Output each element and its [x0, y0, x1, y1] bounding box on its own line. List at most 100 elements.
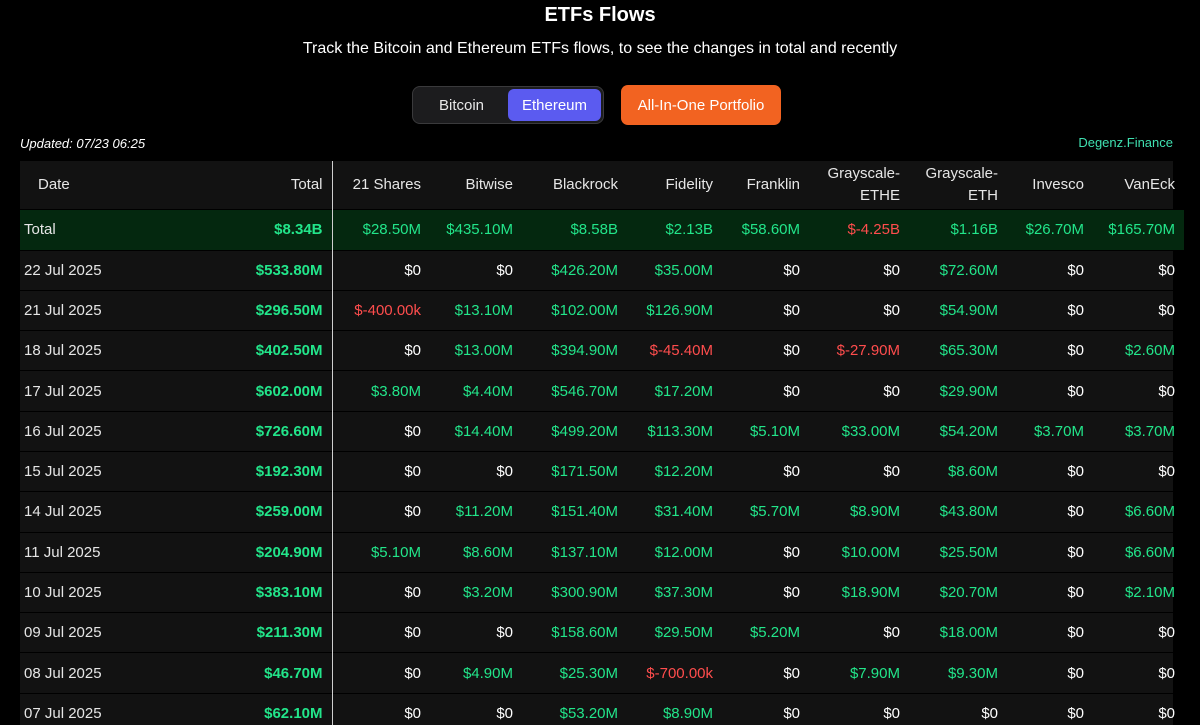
flow-cell: $8.60M: [430, 531, 522, 573]
column-header: Grayscale-ETH: [925, 164, 998, 204]
flow-cell: $0: [722, 249, 809, 291]
asset-toggle: Bitcoin Ethereum: [412, 86, 604, 124]
flow-cell: $151.40M: [522, 491, 627, 533]
flow-cell: $113.30M: [627, 410, 722, 452]
flow-cell: $0: [722, 370, 809, 412]
flow-cell: $102.00M: [522, 289, 627, 331]
flow-cell: $126.90M: [627, 289, 722, 331]
column-header: Invesco: [1032, 175, 1084, 193]
flow-cell: $4.90M: [430, 652, 522, 694]
flow-cell: $0: [1007, 450, 1093, 492]
table-row: 16 Jul 2025 $726.60M $0 $14.40M $499.20M $113…: [20, 410, 1184, 452]
column-header: 21 Shares: [352, 175, 421, 193]
row-total-cell: $46.70M: [115, 652, 333, 694]
flow-cell: $5.20M: [722, 612, 809, 653]
flow-cell: $29.90M: [909, 370, 1007, 412]
flow-cell: $28.50M: [332, 208, 430, 250]
flow-cell: $0: [1093, 289, 1184, 331]
flow-cell: $0: [722, 652, 809, 694]
row-total-cell: $533.80M: [115, 249, 333, 291]
tab-bitcoin[interactable]: Bitcoin: [438, 96, 485, 114]
table-body: Total $8.34B $28.50M $435.10M $8.58B $2.13B $5…: [20, 208, 1184, 725]
flow-cell: $0: [1007, 491, 1093, 533]
flow-cell: $0: [1007, 531, 1093, 573]
flow-cell: $5.10M: [332, 531, 430, 573]
flow-cell: $435.10M: [430, 208, 522, 250]
flow-cell: $0: [809, 612, 909, 653]
flow-cell: $8.90M: [627, 692, 722, 725]
flow-cell: $-27.90M: [809, 330, 909, 371]
flow-cell: $0: [722, 692, 809, 725]
flow-cell: $0: [809, 450, 909, 492]
flow-cell: $158.60M: [522, 612, 627, 653]
row-date-cell: 10 Jul 2025: [20, 571, 115, 613]
flow-cell: $0: [809, 370, 909, 412]
flow-cell: $0: [430, 249, 522, 291]
row-total-cell: $204.90M: [115, 531, 333, 573]
flow-cell: $6.60M: [1093, 531, 1184, 573]
flow-cell: $3.20M: [430, 571, 522, 613]
flow-cell: $31.40M: [627, 491, 722, 533]
flow-cell: $0: [1093, 450, 1184, 492]
flow-cell: $54.90M: [909, 289, 1007, 331]
column-header: Grayscale-ETHE: [827, 164, 900, 204]
row-date-cell: 16 Jul 2025: [20, 410, 115, 452]
flow-cell: $0: [1007, 249, 1093, 291]
updated-timestamp: Updated: 07/23 06:25: [20, 136, 146, 151]
flow-cell: $8.60M: [909, 450, 1007, 492]
flow-cell: $0: [722, 289, 809, 331]
flow-cell: $65.30M: [909, 330, 1007, 371]
row-total-cell: $192.30M: [115, 450, 333, 492]
total-row: Total $8.34B $28.50M $435.10M $8.58B $2.13B $5…: [20, 208, 1184, 250]
row-date-cell: Total: [20, 208, 115, 250]
flow-cell: $0: [722, 450, 809, 492]
flow-cell: $0: [332, 571, 430, 613]
row-total-cell: $602.00M: [115, 370, 333, 412]
flow-cell: $26.70M: [1007, 208, 1093, 250]
column-header: Fidelity: [665, 175, 713, 193]
brand-link[interactable]: Degenz.Finance: [1078, 135, 1173, 150]
flow-cell: $3.80M: [332, 370, 430, 412]
table-header: Date Total 21 Shares Bitwise Blackrock Fideli…: [20, 161, 1184, 209]
column-header: VanEck: [1124, 175, 1175, 193]
flow-cell: $2.13B: [627, 208, 722, 250]
flow-cell: $0: [809, 249, 909, 291]
table-row: 17 Jul 2025 $602.00M $3.80M $4.40M $546.70M $…: [20, 370, 1184, 412]
tab-ethereum[interactable]: Ethereum: [508, 89, 601, 121]
flow-cell: $-45.40M: [627, 330, 722, 371]
flow-cell: $5.70M: [722, 491, 809, 533]
flow-cell: $426.20M: [522, 249, 627, 291]
flow-cell: $546.70M: [522, 370, 627, 412]
flow-cell: $13.00M: [430, 330, 522, 371]
row-total-cell: $726.60M: [115, 410, 333, 452]
flow-cell: $0: [809, 692, 909, 725]
flow-cell: $0: [809, 289, 909, 331]
flow-cell: $37.30M: [627, 571, 722, 613]
flow-cell: $0: [722, 571, 809, 613]
flow-cell: $2.10M: [1093, 571, 1184, 613]
column-header: Bitwise: [465, 175, 513, 193]
row-total-cell: $296.50M: [115, 289, 333, 331]
flow-cell: $0: [722, 531, 809, 573]
row-date-cell: 09 Jul 2025: [20, 612, 115, 653]
flow-cell: $1.16B: [909, 208, 1007, 250]
flow-cell: $35.00M: [627, 249, 722, 291]
flow-cell: $18.90M: [809, 571, 909, 613]
flow-cell: $0: [909, 692, 1007, 725]
flow-cell: $8.90M: [809, 491, 909, 533]
flow-cell: $33.00M: [809, 410, 909, 452]
flow-cell: $20.70M: [909, 571, 1007, 613]
flows-table: Date Total 21 Shares Bitwise Blackrock Fideli…: [20, 161, 1184, 725]
flow-cell: $300.90M: [522, 571, 627, 613]
row-date-cell: 21 Jul 2025: [20, 289, 115, 331]
flow-cell: $0: [722, 330, 809, 371]
table-row: 07 Jul 2025 $62.10M $0 $0 $53.20M $8.90M $0 $0 $…: [20, 692, 1184, 725]
flow-cell: $0: [332, 450, 430, 492]
flow-cell: $29.50M: [627, 612, 722, 653]
table-row: 08 Jul 2025 $46.70M $0 $4.90M $25.30M $-700.0…: [20, 652, 1184, 694]
all-in-one-portfolio-button[interactable]: All-In-One Portfolio: [621, 85, 781, 125]
flow-cell: $0: [332, 612, 430, 653]
flow-cell: $0: [1007, 692, 1093, 725]
row-date-cell: 11 Jul 2025: [20, 531, 115, 573]
